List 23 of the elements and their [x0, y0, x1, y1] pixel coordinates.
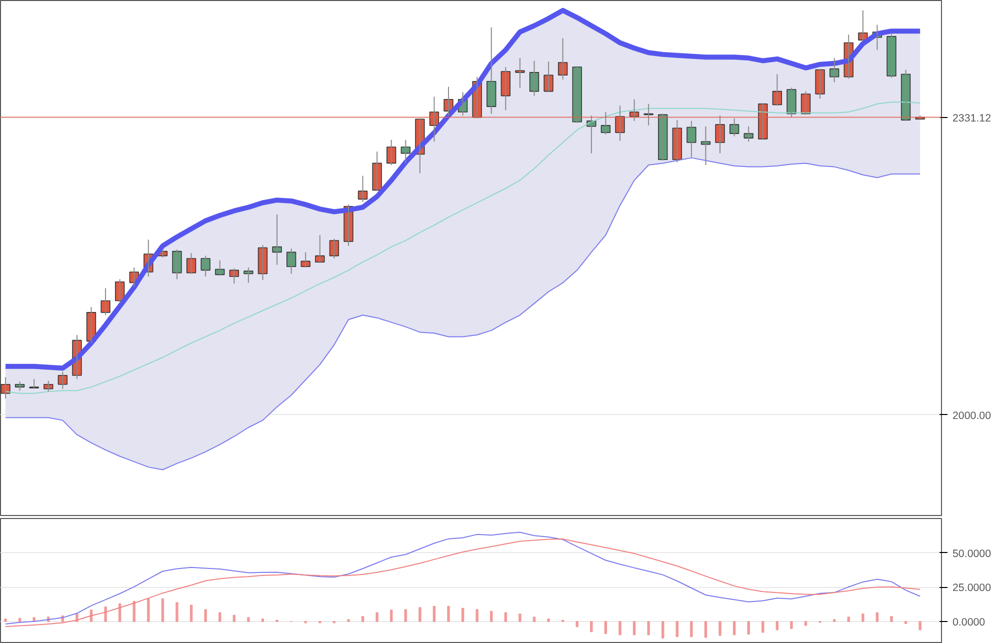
candlestick [358, 175, 368, 202]
candlestick [58, 371, 68, 390]
candlestick [886, 33, 896, 78]
candlestick [515, 58, 525, 88]
y-tick-label: 25.0000 [952, 582, 992, 594]
candlestick [172, 249, 182, 280]
candlestick [244, 266, 254, 284]
candlestick [272, 214, 282, 266]
y-tick-label: 2000.00 [952, 410, 992, 422]
candlestick [686, 120, 696, 158]
candlestick [100, 288, 110, 316]
candlestick [544, 61, 554, 92]
candlestick [29, 378, 39, 390]
candlestick [815, 68, 825, 99]
candlestick [200, 255, 210, 277]
y-tick-label: 2331.12 [952, 112, 992, 124]
candlestick [729, 118, 740, 137]
candlestick [372, 151, 382, 192]
line-series [5, 157, 921, 470]
candlestick [186, 252, 196, 274]
y-tick-label: 50.0000 [952, 548, 992, 560]
candlestick [744, 126, 754, 142]
y-tick-label: 0.0000 [952, 616, 986, 629]
